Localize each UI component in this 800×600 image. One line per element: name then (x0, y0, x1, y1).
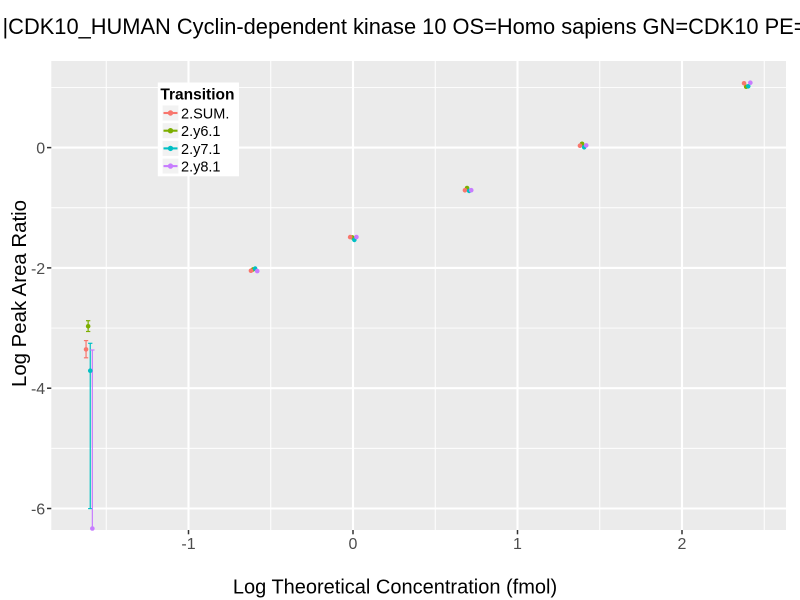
svg-text:2.y7.1: 2.y7.1 (181, 142, 221, 158)
svg-text:1: 1 (513, 536, 522, 553)
svg-text:Transition: Transition (160, 87, 234, 104)
svg-text:|CDK10_HUMAN Cyclin-dependent: |CDK10_HUMAN Cyclin-dependent kinase 10 … (3, 14, 800, 39)
svg-text:-6: -6 (31, 502, 45, 519)
svg-text:2.y8.1: 2.y8.1 (181, 160, 221, 176)
svg-text:-1: -1 (181, 536, 195, 553)
svg-text:Log Peak Area Ratio: Log Peak Area Ratio (9, 200, 31, 387)
svg-text:-4: -4 (31, 381, 45, 398)
svg-text:Log Theoretical Concentration: Log Theoretical Concentration (fmol) (233, 577, 557, 599)
svg-text:0: 0 (36, 141, 45, 158)
svg-text:-2: -2 (31, 261, 45, 278)
svg-text:2.y6.1: 2.y6.1 (181, 124, 221, 140)
svg-text:2: 2 (678, 536, 687, 553)
svg-text:0: 0 (349, 536, 358, 553)
svg-text:2.SUM.: 2.SUM. (181, 107, 229, 123)
